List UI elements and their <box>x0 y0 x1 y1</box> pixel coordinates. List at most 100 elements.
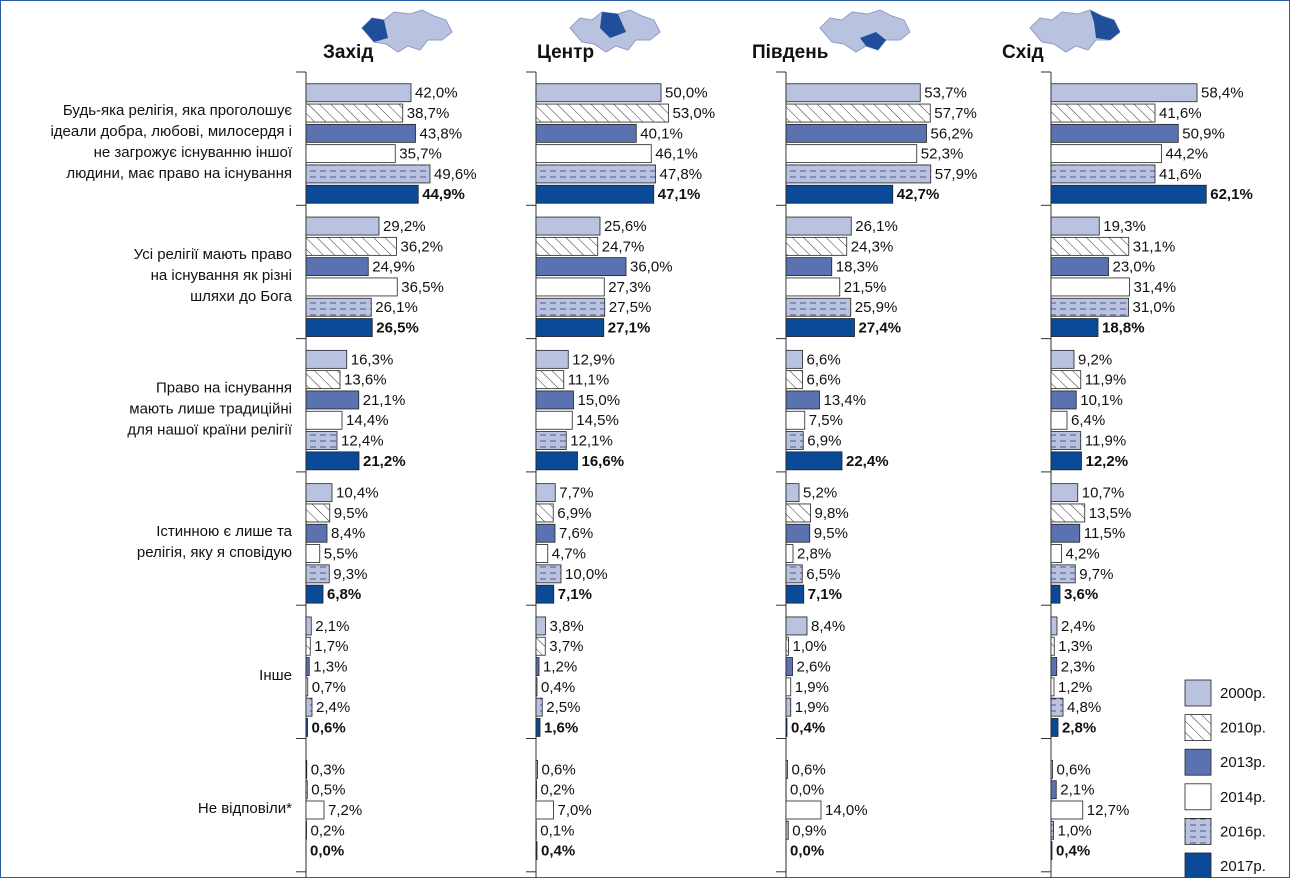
value-label: 57,9% <box>935 166 978 183</box>
value-label: 6,4% <box>1071 412 1105 429</box>
bar <box>535 164 656 184</box>
bar <box>305 349 348 369</box>
value-label: 19,3% <box>1103 218 1146 235</box>
bar <box>785 636 789 656</box>
bar <box>305 431 338 450</box>
bar <box>305 483 333 503</box>
value-label: 53,0% <box>673 105 716 122</box>
value-label: 0,4% <box>541 843 575 860</box>
bar <box>1050 657 1058 676</box>
value-label: 35,7% <box>399 146 442 163</box>
value-label: 0,6% <box>1057 761 1091 778</box>
region-map <box>1029 9 1121 53</box>
bar <box>785 144 918 164</box>
bar <box>305 697 313 717</box>
bar <box>1050 841 1053 860</box>
bar <box>1050 677 1055 697</box>
bar <box>1050 503 1086 523</box>
bar <box>535 103 669 123</box>
value-label: 4,2% <box>1066 546 1100 563</box>
bar <box>305 544 321 563</box>
bar <box>305 800 325 820</box>
value-label: 8,4% <box>331 525 365 542</box>
panel-title: Центр <box>537 42 594 63</box>
value-label: 8,4% <box>811 618 845 635</box>
value-label: 25,6% <box>604 218 647 235</box>
value-label: 9,3% <box>333 566 367 583</box>
value-label: 2,1% <box>315 618 349 635</box>
bar <box>1050 236 1130 256</box>
bar <box>535 636 546 656</box>
bar <box>785 277 841 297</box>
bar <box>305 636 311 656</box>
bar <box>785 410 806 430</box>
value-label: 9,7% <box>1079 566 1113 583</box>
value-label: 1,7% <box>314 638 348 655</box>
bar <box>1050 760 1053 779</box>
value-label: 26,1% <box>375 299 418 316</box>
value-label: 1,3% <box>313 659 347 676</box>
value-label: 6,5% <box>806 566 840 583</box>
bar <box>535 800 554 820</box>
value-label: 47,1% <box>658 186 701 203</box>
bar <box>785 451 843 471</box>
bar <box>785 216 852 236</box>
value-label: 1,0% <box>1058 822 1092 839</box>
bar <box>305 410 343 430</box>
value-label: 9,5% <box>334 505 368 522</box>
bar <box>535 841 538 860</box>
bar <box>1050 83 1198 103</box>
bar <box>1050 164 1156 184</box>
bar <box>785 164 932 184</box>
bar <box>535 257 627 277</box>
value-label: 58,4% <box>1201 85 1244 102</box>
value-label: 7,1% <box>808 586 842 603</box>
value-label: 31,1% <box>1133 238 1176 255</box>
bar <box>785 483 800 503</box>
bar <box>305 780 308 800</box>
region-map <box>569 9 661 53</box>
legend-label: 2010р. <box>1220 720 1266 737</box>
value-label: 27,1% <box>608 320 651 337</box>
bar <box>535 277 605 297</box>
bar <box>1050 780 1057 800</box>
value-label: 1,6% <box>544 719 578 736</box>
value-label: 18,8% <box>1102 320 1145 337</box>
region-map <box>819 9 911 53</box>
value-label: 36,0% <box>630 259 673 276</box>
bar <box>1050 184 1207 204</box>
bar <box>535 216 601 236</box>
value-label: 25,9% <box>855 299 898 316</box>
bar <box>305 503 331 523</box>
value-label: 10,1% <box>1080 392 1123 409</box>
bar <box>785 370 803 390</box>
bar <box>305 616 312 636</box>
value-label: 50,9% <box>1182 125 1225 142</box>
value-label: 0,4% <box>791 719 825 736</box>
value-label: 0,0% <box>790 843 824 860</box>
bar <box>1050 257 1109 277</box>
value-label: 15,0% <box>578 392 621 409</box>
value-label: 4,8% <box>1067 699 1101 716</box>
value-label: 11,1% <box>568 372 609 389</box>
value-label: 9,2% <box>1078 351 1112 368</box>
value-label: 41,6% <box>1159 166 1202 183</box>
value-label: 3,6% <box>1064 586 1098 603</box>
bar <box>305 677 309 697</box>
bar <box>1050 544 1062 563</box>
value-label: 57,7% <box>934 105 977 122</box>
value-label: 1,9% <box>795 699 829 716</box>
bar <box>535 236 599 256</box>
panel-title: Захід <box>323 42 373 63</box>
bar <box>535 349 569 369</box>
value-label: 0,5% <box>311 782 345 799</box>
bar <box>305 718 308 737</box>
bar <box>305 144 396 164</box>
value-label: 0,4% <box>541 679 575 696</box>
value-label: 24,3% <box>851 238 894 255</box>
bar <box>1050 410 1068 430</box>
legend-swatch <box>1184 852 1212 878</box>
value-label: 62,1% <box>1210 186 1253 203</box>
value-label: 12,4% <box>341 433 384 450</box>
panel-title: Схід <box>1002 42 1044 63</box>
